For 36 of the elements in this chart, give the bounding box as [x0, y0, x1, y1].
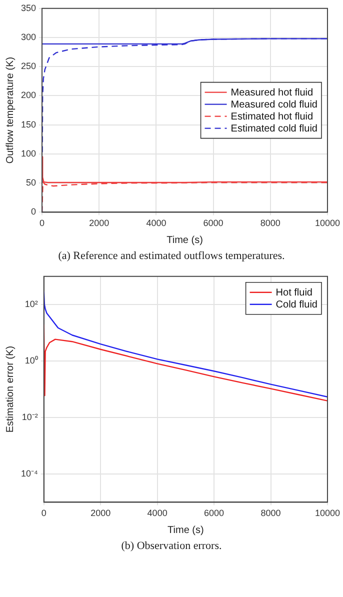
y-tick-label: 250 [20, 61, 36, 72]
x-axis-title: Time (s) [166, 234, 203, 246]
text: (a) Reference and estimated outflows temperatures. [57, 250, 286, 262]
x-tick-label: 10000 [314, 508, 340, 518]
legend-label: Cold fluid [276, 300, 318, 311]
y-axis-title: Outflow temperature (K) [4, 56, 16, 164]
text: (b) Observation errors. [120, 540, 223, 552]
y-tick-label: 350 [20, 2, 36, 13]
y-tick-label: 150 [20, 119, 36, 130]
y-tick-label: 50 [26, 178, 36, 188]
x-tick-label: 4000 [146, 218, 166, 228]
x-tick-label: 8000 [260, 218, 280, 228]
legend-label: Measured hot fluid [230, 88, 314, 99]
y-tick-label: 10² [24, 299, 38, 310]
legend-label: Estimated hot fluid [230, 112, 314, 123]
y-tick-label: 10⁻² [22, 412, 38, 422]
y-tick-label: 300 [20, 32, 36, 42]
x-tick-label: 8000 [260, 508, 281, 518]
x-tick-label: 6000 [204, 508, 224, 518]
x-tick-label: 10000 [314, 218, 340, 228]
legend-label: Measured cold fluid [230, 100, 318, 111]
x-axis-title: Time (s) [168, 524, 204, 536]
x-tick-label: 2000 [90, 508, 111, 518]
x-tick-label: 2000 [89, 218, 110, 228]
x-tick-label: 4000 [147, 508, 168, 518]
y-tick-label: 0 [31, 206, 36, 217]
x-tick-label: 0 [41, 508, 46, 518]
y-tick-label: 200 [20, 90, 36, 100]
legend-label: Estimated cold fluid [230, 124, 318, 135]
y-tick-label: 100 [20, 148, 36, 158]
legend-label: Hot fluid [276, 288, 312, 299]
y-axis-title: Estimation error (K) [4, 346, 16, 433]
x-tick-label: 0 [40, 218, 45, 228]
x-tick-label: 6000 [203, 218, 224, 228]
y-tick-label: 10⁰ [24, 356, 38, 366]
y-tick-label: 10⁻⁴ [20, 468, 38, 478]
